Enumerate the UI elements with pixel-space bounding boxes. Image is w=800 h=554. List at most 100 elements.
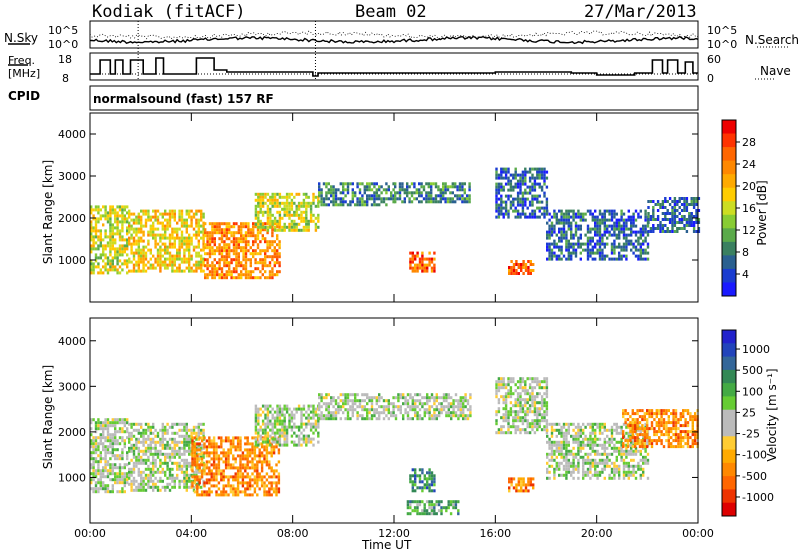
velocity-echo-cell xyxy=(260,484,264,488)
velocity-echo-cell xyxy=(210,484,213,488)
velocity-echo-cell xyxy=(421,405,424,409)
power-echo-cell xyxy=(142,245,145,249)
power-echo-cell xyxy=(444,182,447,186)
power-echo-cell xyxy=(634,239,638,243)
power-echo-cell xyxy=(642,257,645,261)
velocity-echo-cell xyxy=(202,422,205,426)
power-echo-cell xyxy=(363,203,366,207)
power-echo-cell xyxy=(293,225,296,229)
power-echo-cell xyxy=(140,251,143,255)
velocity-echo-cell xyxy=(99,436,102,440)
velocity-echo-cell xyxy=(297,407,301,411)
velocity-echo-cell xyxy=(276,404,279,408)
velocity-echo-cell xyxy=(188,461,191,465)
power-echo-cell xyxy=(327,191,330,195)
power-echo-cell xyxy=(497,191,501,195)
power-echo-cell xyxy=(596,227,599,231)
power-echo-cell xyxy=(664,224,667,227)
velocity-echo-cell xyxy=(132,488,136,492)
power-echo-cell xyxy=(213,222,216,226)
velocity-echo-cell xyxy=(220,445,223,449)
velocity-echo-cell xyxy=(464,417,467,421)
velocity-echo-cell xyxy=(176,452,179,456)
power-echo-cell xyxy=(240,246,243,250)
power-echo-cell xyxy=(533,194,537,198)
velocity-echo-cell xyxy=(227,457,230,461)
velocity-echo-cell xyxy=(239,439,242,443)
power-echo-cell xyxy=(247,276,250,280)
power-echo-cell xyxy=(567,224,570,228)
power-echo-cell xyxy=(615,224,618,228)
power-echo-cell xyxy=(257,201,260,205)
power-echo-cell xyxy=(278,216,282,220)
power-echo-cell xyxy=(601,248,604,252)
power-echo-cell xyxy=(208,234,212,238)
velocity-echo-cell xyxy=(265,472,269,476)
power-echo-cell xyxy=(642,233,645,237)
power-echo-cell xyxy=(314,204,318,208)
power-echo-cell xyxy=(257,210,260,214)
velocity-echo-cell xyxy=(283,428,286,432)
velocity-echo-cell xyxy=(212,436,216,440)
power-echo-cell xyxy=(154,242,157,246)
power-echo-cell xyxy=(197,233,200,237)
power-echo-cell xyxy=(114,232,117,236)
power-echo-cell xyxy=(560,257,563,261)
velocity-echo-cell xyxy=(154,443,157,447)
power-echo-cell xyxy=(273,261,276,265)
velocity-echo-cell xyxy=(254,422,258,426)
velocity-echo-cell xyxy=(516,380,520,384)
power-echo-cell xyxy=(594,221,597,225)
power-echo-cell xyxy=(137,266,140,270)
power-echo-cell xyxy=(589,236,592,240)
velocity-echo-cell xyxy=(536,428,539,432)
velocity-echo-cell xyxy=(156,434,160,438)
velocity-echo-cell xyxy=(111,487,114,491)
velocity-echo-cell xyxy=(258,454,261,458)
velocity-echo-cell xyxy=(222,487,225,491)
power-echo-cell xyxy=(685,200,689,203)
velocity-echo-cell xyxy=(224,466,228,470)
velocity-echo-cell xyxy=(109,490,112,494)
velocity-echo-cell xyxy=(290,428,294,432)
power-echo-cell xyxy=(519,185,522,189)
velocity-echo-cell xyxy=(423,512,426,516)
power-echo-cell xyxy=(664,206,667,209)
velocity-echo-cell xyxy=(180,470,184,474)
power-echo-cell xyxy=(558,248,561,252)
power-echo-cell xyxy=(676,209,679,212)
power-echo-cell xyxy=(111,238,114,242)
power-echo-cell xyxy=(213,267,216,271)
velocity-echo-cell xyxy=(90,481,93,485)
power-echo-cell xyxy=(692,197,696,200)
velocity-echo-cell xyxy=(190,428,193,432)
power-echo-cell xyxy=(208,273,212,277)
velocity-echo-cell xyxy=(271,431,274,435)
power-echo-cell xyxy=(317,213,320,217)
power-echo-cell xyxy=(102,244,105,248)
velocity-echo-cell xyxy=(248,475,252,479)
power-echo-cell xyxy=(200,254,203,258)
power-echo-cell xyxy=(620,257,623,261)
power-echo-cell xyxy=(545,212,549,216)
power-echo-cell xyxy=(396,197,399,201)
power-echo-cell xyxy=(637,254,640,258)
power-echo-cell xyxy=(418,188,421,192)
velocity-echo-cell xyxy=(253,475,257,479)
velocity-echo-cell xyxy=(495,389,498,393)
velocity-echo-cell xyxy=(454,506,458,510)
velocity-echo-cell xyxy=(366,393,369,397)
velocity-echo-cell xyxy=(178,461,181,465)
power-echo-cell xyxy=(244,222,248,226)
velocity-echo-cell xyxy=(236,490,240,494)
power-echo-cell xyxy=(128,212,131,216)
power-echo-cell xyxy=(126,262,129,266)
velocity-echo-cell xyxy=(102,445,105,449)
velocity-echo-cell xyxy=(418,414,422,418)
power-echo-cell xyxy=(344,200,347,204)
power-echo-cell xyxy=(261,264,264,268)
power-echo-cell xyxy=(208,264,212,268)
velocity-echo-cell xyxy=(104,484,107,488)
power-echo-cell xyxy=(106,271,110,275)
power-echo-cell xyxy=(639,209,642,213)
